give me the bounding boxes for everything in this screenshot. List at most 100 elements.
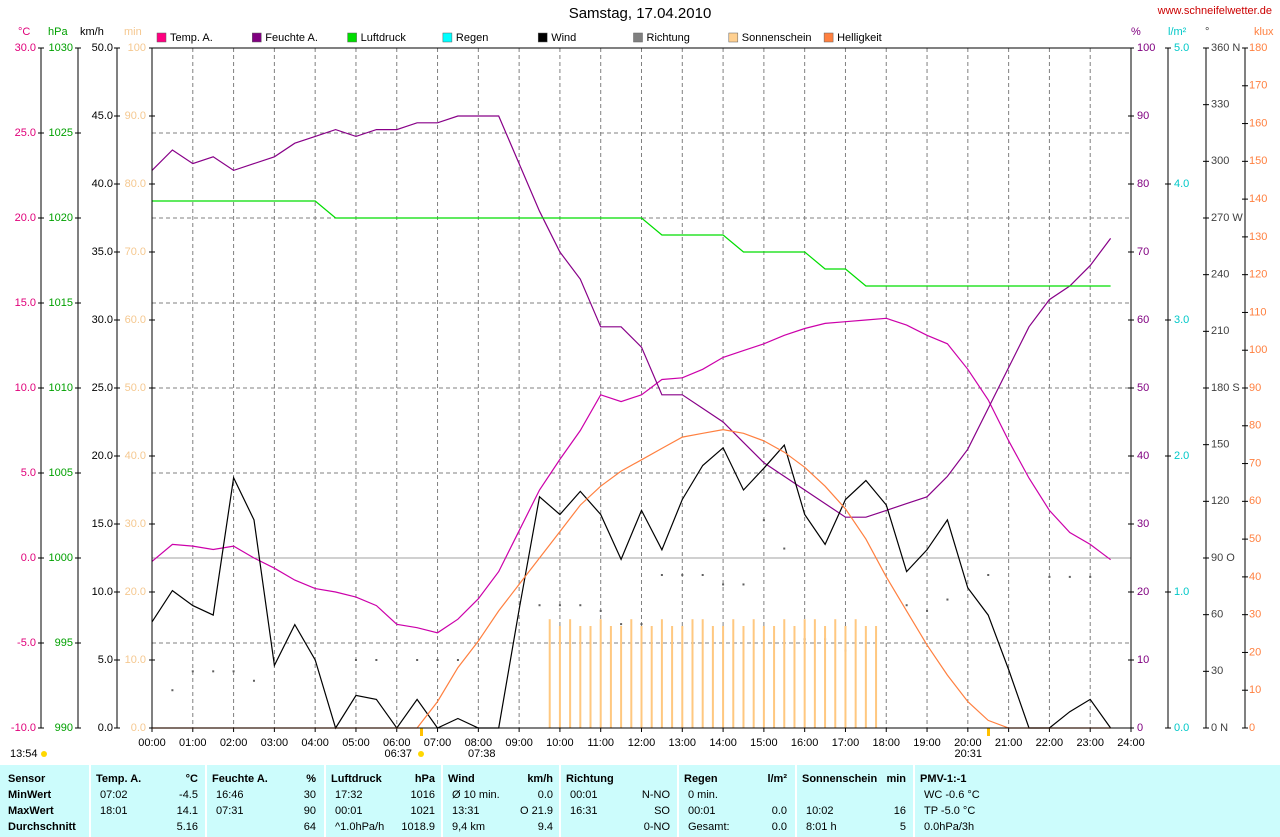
table-cell: Ø 10 min. xyxy=(452,789,500,801)
table-cell: 13:31 xyxy=(452,805,480,817)
y-tick-label: 90.0 xyxy=(125,110,146,122)
y-tick-label: 10.0 xyxy=(15,382,36,394)
y-tick-label: 130 xyxy=(1249,231,1267,243)
table-cell: SO xyxy=(654,805,670,817)
sunshine-bar xyxy=(722,626,725,728)
y-tick-label: 20.0 xyxy=(15,212,36,224)
y-tick-label: 2.0 xyxy=(1174,450,1189,462)
x-tick-label: 10:00 xyxy=(546,737,574,749)
direction-dot xyxy=(905,604,908,607)
y-tick-label: 120 xyxy=(1211,495,1229,507)
table-cell: 5.16 xyxy=(177,821,198,833)
y-tick-label: 1010 xyxy=(49,382,73,394)
x-tick-label: 01:00 xyxy=(179,737,207,749)
x-tick-label: 22:00 xyxy=(1036,737,1064,749)
y-tick-label: 360 N xyxy=(1211,42,1240,54)
x-tick-label: 18:00 xyxy=(872,737,900,749)
table-cell: 0.0 xyxy=(772,805,787,817)
direction-dot xyxy=(722,583,725,586)
sunshine-bar xyxy=(681,626,684,728)
sunshine-bar xyxy=(620,626,623,728)
table-cell: 10:02 xyxy=(806,805,834,817)
y-tick-label: -10.0 xyxy=(11,722,36,734)
y-tick-label: 25.0 xyxy=(15,127,36,139)
y-tick-label: 60 xyxy=(1211,609,1223,621)
sunshine-bar xyxy=(701,619,704,728)
annotation: 13:54 xyxy=(10,748,38,760)
x-tick-label: 23:00 xyxy=(1076,737,1104,749)
table-cell: 0.0 xyxy=(538,789,553,801)
x-tick-label: 13:00 xyxy=(669,737,697,749)
y-tick-label: 10.0 xyxy=(92,586,113,598)
y-tick-label: 40 xyxy=(1137,450,1149,462)
sunshine-bar xyxy=(711,626,714,728)
y-tick-label: 20 xyxy=(1137,586,1149,598)
axis-unit: hPa xyxy=(48,26,68,38)
table-cell: 1018.9 xyxy=(401,821,435,833)
direction-dot xyxy=(252,679,255,682)
table-header: Richtung xyxy=(566,773,614,785)
y-tick-label: 0 xyxy=(1137,722,1143,734)
table-cell: 16 xyxy=(894,805,906,817)
y-tick-label: 40.0 xyxy=(92,178,113,190)
table-cell: 18:01 xyxy=(100,805,128,817)
direction-dot xyxy=(232,670,235,673)
y-tick-label: 15.0 xyxy=(92,518,113,530)
y-tick-label: 1005 xyxy=(49,467,73,479)
legend-swatch xyxy=(633,32,643,43)
legend-label: Feuchte A. xyxy=(265,32,318,44)
sunshine-bar xyxy=(589,626,592,728)
sunshine-bar xyxy=(813,619,816,728)
y-tick-label: 80 xyxy=(1137,178,1149,190)
table-header: Feuchte A. xyxy=(212,773,268,785)
y-tick-label: 30 xyxy=(1211,665,1223,677)
legend-label: Wind xyxy=(551,32,576,44)
table-unit: % xyxy=(306,773,316,785)
table-header: Sensor xyxy=(8,773,46,785)
table-unit: l/m² xyxy=(767,773,787,785)
y-tick-label: 20 xyxy=(1249,646,1261,658)
y-tick-label: 170 xyxy=(1249,80,1267,92)
axis-unit: klux xyxy=(1254,26,1274,38)
y-tick-label: 10 xyxy=(1137,654,1149,666)
x-tick-label: 20:00 xyxy=(954,737,982,749)
x-tick-label: 19:00 xyxy=(913,737,941,749)
table-cell: 0.0hPa/3h xyxy=(924,821,974,833)
y-tick-label: 150 xyxy=(1211,439,1229,451)
y-tick-label: 30 xyxy=(1249,609,1261,621)
y-tick-label: 90 O xyxy=(1211,552,1235,564)
y-tick-label: 70 xyxy=(1137,246,1149,258)
x-tick-label: 07:00 xyxy=(424,737,452,749)
annotation: 20:31 xyxy=(954,748,982,760)
y-tick-label: 30 xyxy=(1137,518,1149,530)
y-tick-label: 990 xyxy=(55,722,73,734)
table-cell: 16:46 xyxy=(216,789,244,801)
y-tick-label: 5.0 xyxy=(1174,42,1189,54)
table-cell: -4.5 xyxy=(179,789,198,801)
direction-dot xyxy=(783,547,786,550)
y-tick-label: 270 W xyxy=(1211,212,1243,224)
y-tick-label: 1.0 xyxy=(1174,586,1189,598)
y-tick-label: 70 xyxy=(1249,457,1261,469)
y-tick-label: -5.0 xyxy=(17,637,36,649)
sunshine-bar xyxy=(691,619,694,728)
y-tick-label: 45.0 xyxy=(92,110,113,122)
table-cell: 1016 xyxy=(411,789,435,801)
table-cell: 90 xyxy=(304,805,316,817)
y-tick-label: 30.0 xyxy=(15,42,36,54)
y-tick-label: 50 xyxy=(1249,533,1261,545)
y-tick-label: 50.0 xyxy=(125,382,146,394)
direction-dot xyxy=(354,659,357,661)
x-tick-label: 17:00 xyxy=(832,737,860,749)
axis-unit: min xyxy=(124,26,142,38)
table-unit: km/h xyxy=(527,773,553,785)
x-tick-label: 00:00 xyxy=(138,737,166,749)
y-tick-label: 90 xyxy=(1249,382,1261,394)
legend-swatch xyxy=(442,32,453,43)
sunshine-bar xyxy=(732,619,735,728)
table-row-label: MinWert xyxy=(8,789,52,801)
sunshine-bar xyxy=(609,626,612,728)
table-cell: 30 xyxy=(304,789,316,801)
table-cell: 0.0 xyxy=(772,821,787,833)
